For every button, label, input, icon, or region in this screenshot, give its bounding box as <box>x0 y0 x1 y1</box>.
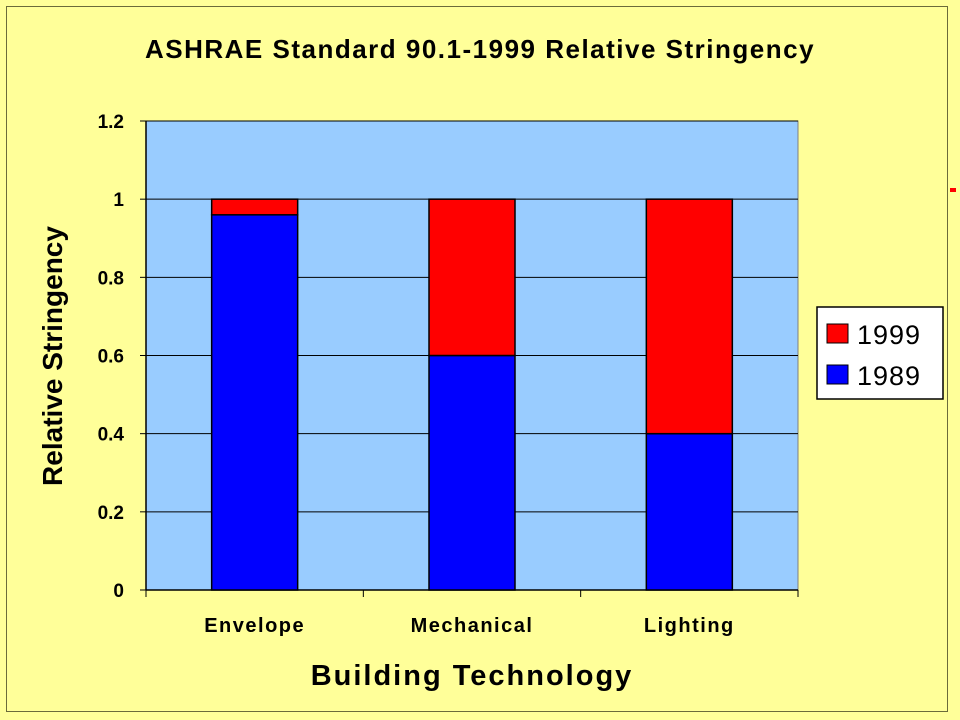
y-tick-label: 1 <box>113 190 124 211</box>
x-axis-title: Building Technology <box>311 660 634 692</box>
y-axis-title: Relative Stringency <box>37 226 68 486</box>
x-category-label: Lighting <box>644 615 735 637</box>
bar-1999-envelope <box>210 198 299 216</box>
legend: 1999 1989 <box>816 306 944 400</box>
bar-1999-lighting <box>645 198 734 435</box>
y-tick-label: 0 <box>113 581 124 602</box>
bar-1989-mechanical <box>428 354 516 591</box>
y-tick-label: 0.4 <box>98 425 125 446</box>
legend-swatch-1999 <box>826 323 849 344</box>
legend-label-1989: 1989 <box>857 361 921 391</box>
bar-1989-lighting <box>645 432 734 591</box>
x-category-label: Mechanical <box>411 615 534 637</box>
bar-1999-mechanical <box>428 198 516 357</box>
y-tick-label: 0.6 <box>98 347 124 368</box>
x-category-label: Envelope <box>204 615 305 637</box>
legend-label-1999: 1999 <box>857 320 921 350</box>
decorative-red-mark <box>950 188 956 192</box>
y-tick-label: 0.2 <box>98 503 124 524</box>
bar-1989-envelope <box>210 214 299 591</box>
slide-frame <box>6 6 948 712</box>
plot-area: 0 0.2 0.4 0.6 0.8 1 1.2 Envelope Mechanical Light… <box>98 112 799 637</box>
y-tick-label: 1.2 <box>98 112 124 133</box>
y-tick-label: 0.8 <box>98 268 124 289</box>
chart-title: ASHRAE Standard 90.1-1999 Relative Strin… <box>145 34 815 64</box>
legend-swatch-1989 <box>826 364 849 385</box>
